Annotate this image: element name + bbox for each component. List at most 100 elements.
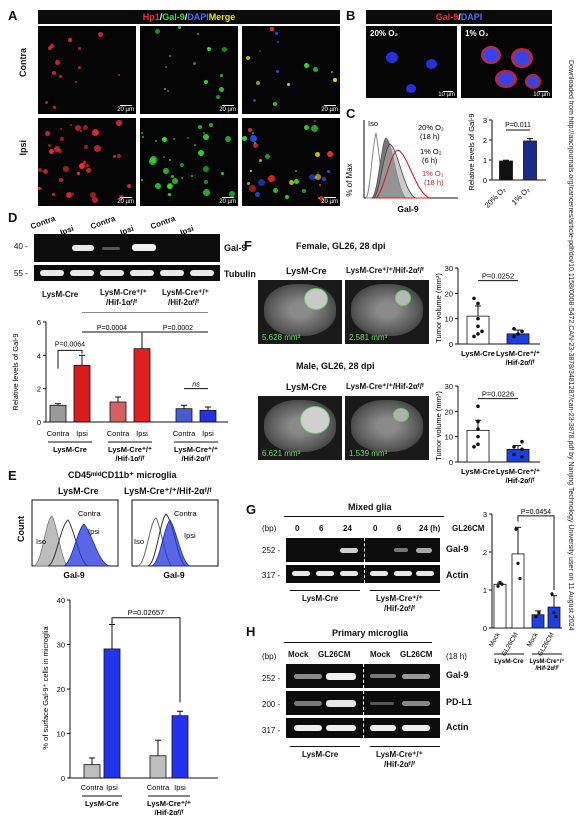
y-tick-label: 1 <box>483 156 487 165</box>
data-point <box>480 329 484 334</box>
panel-b-letter: B <box>346 8 356 23</box>
lane-label: Contra <box>89 213 117 232</box>
y-tick-label: 0 <box>449 340 453 349</box>
cell-signal <box>289 180 294 185</box>
cell-signal <box>333 78 337 82</box>
h-group2-l1: LysM-Cre⁺/⁺ <box>376 750 423 759</box>
panel-e-letter: E <box>8 468 17 483</box>
d-bar-chart: 0 2 4 6 Relative levels of Gal-9 P=0.0064 P=0.… <box>11 312 228 462</box>
cell-signal <box>327 151 333 157</box>
group-label: /Hif-2αᶠ/ᶠ <box>181 454 210 462</box>
cell <box>481 46 501 64</box>
a-micrograph: 20 µm <box>38 118 136 206</box>
cell <box>495 70 517 88</box>
cell-signal <box>318 197 320 199</box>
cell-signal <box>155 29 160 34</box>
g-band-gal9: Gal-9 <box>446 544 469 554</box>
cell-signal <box>247 182 250 185</box>
cell-signal <box>59 75 62 78</box>
group-label: LysM-Cre⁺/⁺ <box>174 445 218 454</box>
cell-signal <box>250 170 252 172</box>
cell-signal <box>315 174 321 180</box>
h-band-actin: Actin <box>446 722 469 732</box>
cell-signal <box>45 101 48 104</box>
d-band-gal9: Gal-9 <box>224 243 247 253</box>
cell-signal <box>83 125 88 130</box>
cell-signal <box>198 125 202 129</box>
cell-signal <box>207 47 211 51</box>
scalebar-label: 20 µm <box>321 199 338 205</box>
cell-signal <box>322 177 326 181</box>
a-micrograph: 20 µm <box>242 26 340 114</box>
group-label: /Hif-1αᶠ/ᶠ <box>115 454 144 462</box>
mw-40: 40 - <box>14 242 28 251</box>
y-tick-label: 0 <box>483 624 487 633</box>
g-gel-gal9 <box>286 538 440 562</box>
bar <box>133 348 151 423</box>
data-point <box>512 327 516 331</box>
h-gel-gal9 <box>286 664 440 688</box>
data-point <box>476 427 480 431</box>
g-band-actin: Actin <box>446 570 469 580</box>
cell-signal <box>254 142 256 144</box>
cell-signal <box>86 164 89 167</box>
cell-signal <box>59 178 63 182</box>
h-lane: Mock <box>370 650 391 659</box>
cell-signal <box>216 95 220 99</box>
data-point <box>520 439 524 444</box>
cell-signal <box>94 145 101 152</box>
bar <box>511 553 525 629</box>
dapi-label: DAPI <box>460 12 483 22</box>
cell-signal <box>194 144 196 146</box>
cell-signal <box>204 180 208 184</box>
cell-signal <box>78 66 81 69</box>
b-micrograph-20: 20% O₂ 10 µm <box>366 26 457 98</box>
cell-signal <box>311 125 318 132</box>
cell-signal <box>198 150 204 156</box>
mw-55: 55 - <box>14 269 28 278</box>
cell-signal <box>38 168 42 172</box>
a-micrograph: 20 µm <box>242 118 340 206</box>
y-tick-label: 6 <box>37 318 41 327</box>
f-male-lab1: LysM-Cre <box>286 382 327 392</box>
group-label: LysM-Cre⁺/⁺ <box>529 658 564 665</box>
y-tick-label: 0 <box>61 774 65 783</box>
ipsi-label: Ipsi <box>88 527 100 536</box>
bar <box>523 140 537 181</box>
merge-label: Merge <box>208 12 236 22</box>
y-tick-label: 20 <box>445 289 453 298</box>
d-group-2-l2: /Hif-1αᶠ/ᶠ <box>106 298 138 307</box>
cell-signal <box>277 41 279 43</box>
y-tick-label: 0 <box>483 176 487 185</box>
y-tick-label: 1 <box>483 586 487 595</box>
cell-signal <box>141 132 143 134</box>
d-band-tubulin: Tubulin <box>224 269 256 279</box>
cell-signal <box>52 193 55 196</box>
o1a-label: 1% O₂ <box>420 147 442 156</box>
data-point <box>516 561 520 565</box>
scalebar-label: 10 µm <box>533 92 550 98</box>
cell-signal <box>203 132 205 134</box>
y-tick-label: 30 <box>57 641 65 650</box>
cell-signal <box>117 154 121 158</box>
bar <box>109 401 127 423</box>
ipsi-peak <box>63 523 111 567</box>
y-tick-label: 20 <box>57 685 65 694</box>
time-label: 6 <box>397 524 402 533</box>
cell-signal <box>319 196 324 201</box>
data-point <box>520 329 524 334</box>
bar <box>499 160 513 181</box>
group-label: LysM-Cre <box>494 658 524 665</box>
panel-d-letter: D <box>8 210 18 225</box>
data-point <box>476 442 480 447</box>
cell-signal <box>225 136 231 142</box>
cell-signal <box>265 154 270 159</box>
group-label: LysM-Cre <box>85 799 119 808</box>
e-histograms: Iso Contra Ipsi Gal-9 Iso Contra Ipsi Ga… <box>31 499 219 580</box>
h-band-gal9: Gal-9 <box>446 670 469 680</box>
cell-signal <box>163 168 169 174</box>
panel-f-letter: F <box>244 238 252 253</box>
y-tick-label: 3 <box>483 116 487 125</box>
cell <box>525 74 541 89</box>
